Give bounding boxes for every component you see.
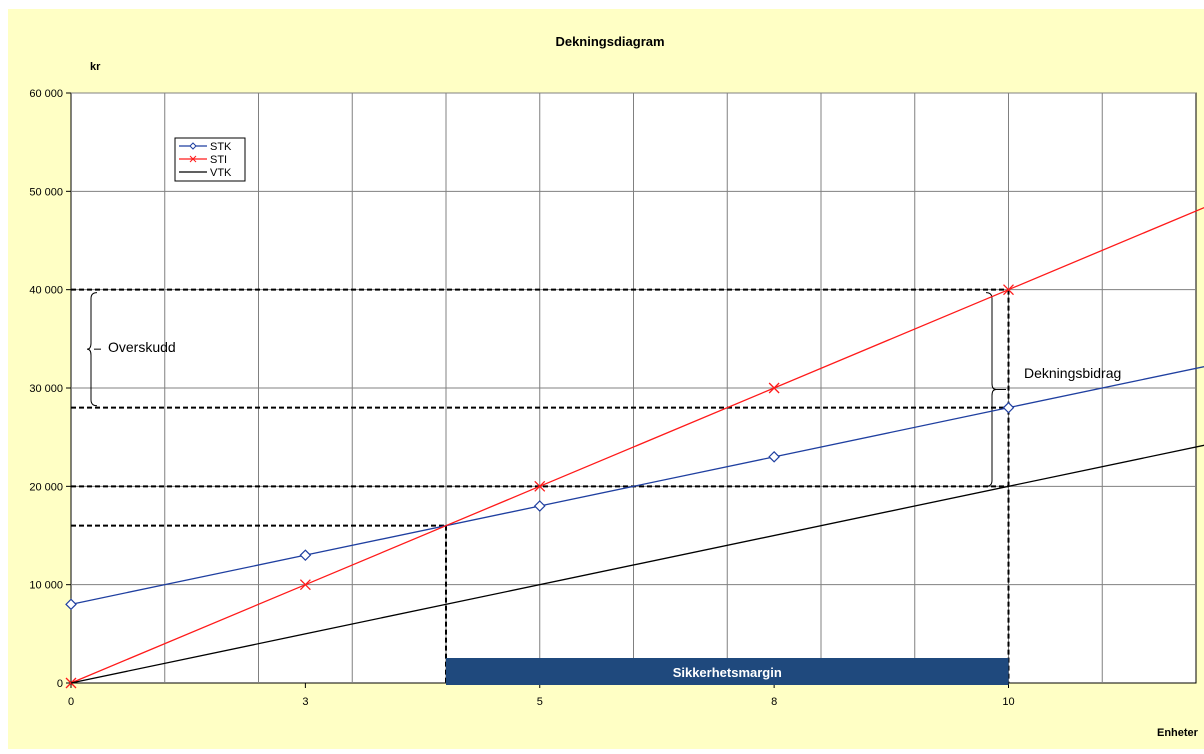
data-point-sti [768, 382, 780, 394]
y-tick-label: 30 000 [29, 383, 63, 395]
legend-marker-stk [189, 142, 197, 150]
data-point-stk [299, 549, 312, 562]
legend-label-stk: STK [210, 141, 232, 153]
y-tick-label: 20 000 [29, 481, 63, 493]
data-point-sti [534, 480, 546, 492]
x-tick-label: 0 [68, 696, 74, 708]
data-point-stk [768, 450, 780, 463]
data-point-stk [65, 598, 77, 611]
data-point-sti [299, 579, 311, 591]
series-line-sti [70, 206, 1204, 684]
x-tick-label: 10 [1002, 696, 1014, 708]
overskudd-label: Overskudd [108, 339, 176, 355]
data-point-stk [1002, 401, 1015, 414]
chart-title: Dekningsdiagram [555, 34, 664, 49]
legend-marker-sti [189, 155, 197, 163]
safety-margin-bar [446, 658, 1009, 685]
data-point-sti [1003, 284, 1014, 296]
series-line-stk [70, 365, 1204, 605]
series-line-vtk [70, 444, 1204, 684]
y-tick-label: 60 000 [29, 88, 63, 100]
y-tick-label: 40 000 [29, 285, 63, 297]
overskudd-brace [86, 292, 98, 407]
legend-label-sti: STI [210, 154, 227, 166]
safety-margin-label: Sikkerhetsmargin [673, 665, 782, 680]
dekningsbidrag-label: Dekningsbidrag [1024, 365, 1121, 381]
y-tick-label: 10 000 [29, 580, 63, 592]
x-tick-label: 5 [537, 696, 543, 708]
legend-label-vtk: VTK [210, 167, 232, 179]
data-point-stk [533, 500, 546, 512]
plot-area: 0 10 000 20 000 30 000 40 000 50 000 60 000 0 3 5… [29, 88, 1204, 708]
y-tick-label: 50 000 [29, 186, 63, 198]
x-axis-label: Enheter [1157, 727, 1199, 739]
x-tick-label: 3 [302, 696, 308, 708]
x-tick-label: 8 [771, 696, 777, 708]
y-tick-label: 0 [57, 678, 63, 690]
y-axis-label: kr [90, 61, 101, 73]
